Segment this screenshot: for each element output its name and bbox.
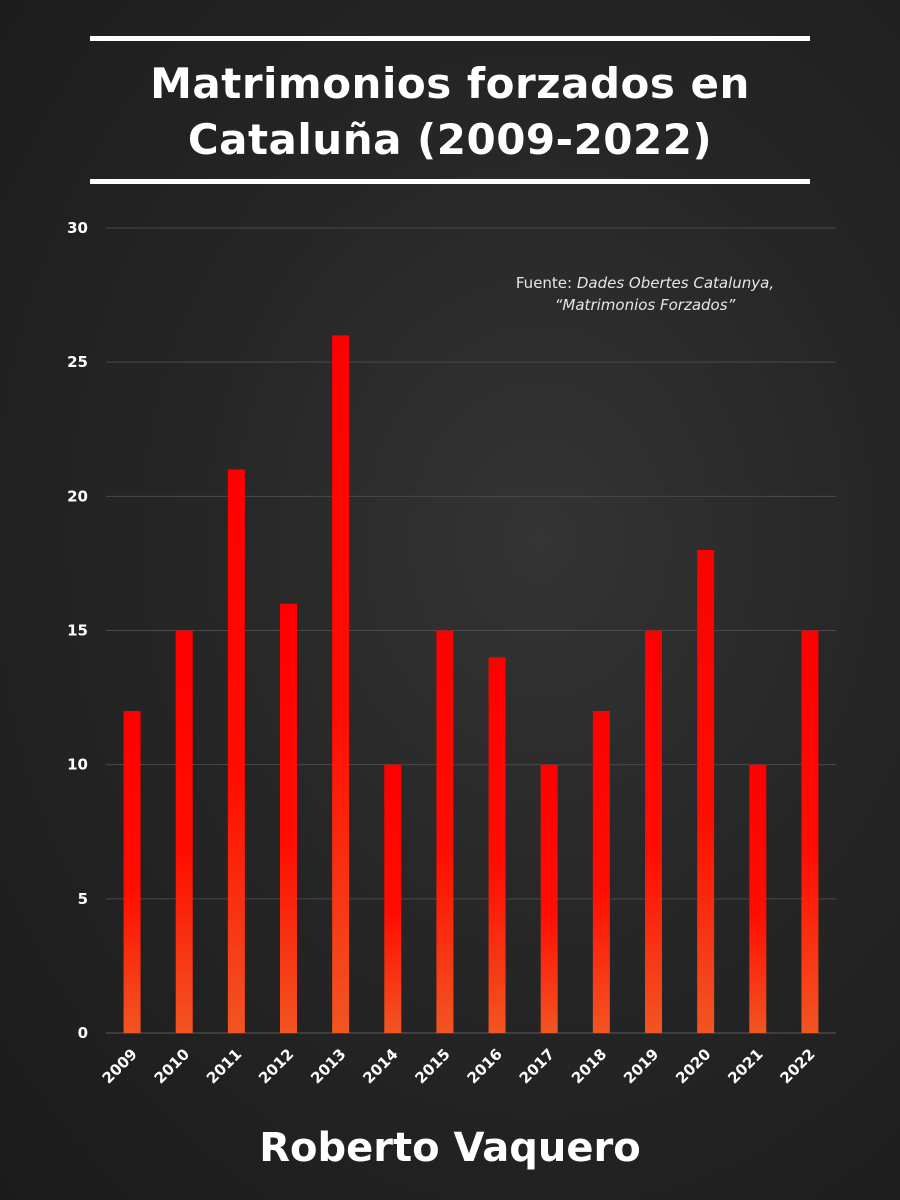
x-tick-label-2016: 2016	[464, 1045, 506, 1087]
bar-2009	[123, 711, 141, 1033]
y-tick-label-30: 30	[67, 219, 88, 237]
bar-2016	[488, 657, 506, 1033]
x-tick-label-2014: 2014	[359, 1045, 401, 1087]
y-tick-label-15: 15	[67, 622, 88, 640]
x-axis-tick-labels: 2009 2010 2011 2012 2013 2014 2015 2016 2017 2018…	[99, 1045, 819, 1087]
bar-2022	[801, 630, 819, 1033]
x-tick-label-2019: 2019	[620, 1045, 662, 1087]
y-tick-label-20: 20	[67, 487, 88, 505]
bar-2019	[645, 630, 662, 1033]
y-tick-label-0: 0	[78, 1024, 88, 1042]
x-tick-label-2012: 2012	[255, 1045, 297, 1087]
x-tick-label-2018: 2018	[568, 1045, 610, 1087]
bar-2015	[436, 630, 454, 1033]
gridlines	[106, 227, 836, 1034]
bars	[123, 335, 819, 1033]
bar-2021	[749, 764, 767, 1033]
bar-2014	[384, 764, 402, 1033]
x-tick-label-2011: 2011	[203, 1045, 245, 1087]
source-prefix: Fuente:	[515, 274, 577, 292]
x-tick-label-2015: 2015	[412, 1045, 454, 1087]
source-note: Fuente: Dades Obertes Catalunya, “Matrim…	[440, 272, 850, 316]
author-credit: Roberto Vaquero	[259, 1125, 641, 1171]
bar-2017	[540, 764, 558, 1033]
bar-2018	[592, 711, 610, 1033]
x-tick-label-2013: 2013	[307, 1045, 349, 1087]
x-tick-label-2009: 2009	[99, 1045, 141, 1087]
y-tick-label-25: 25	[67, 353, 88, 371]
bar-2010	[175, 630, 193, 1033]
x-tick-label-2010: 2010	[151, 1045, 193, 1087]
source-dataset-name: Dades Obertes Catalunya,	[576, 274, 775, 292]
bar-2013	[332, 335, 350, 1033]
chart-title: Matrimonios forzados en Cataluña (2009-2…	[90, 52, 810, 172]
chart-title-line-2: Cataluña (2009-2022)	[187, 115, 713, 164]
bar-2012	[280, 603, 297, 1033]
source-dataset-title: “Matrimonios Forzados”	[554, 296, 736, 314]
x-tick-label-2020: 2020	[672, 1045, 714, 1087]
chart-title-line-1: Matrimonios forzados en	[150, 59, 750, 108]
title-top-rule	[90, 36, 810, 41]
bar-2011	[227, 469, 245, 1033]
x-tick-label-2021: 2021	[724, 1045, 766, 1087]
y-tick-label-10: 10	[67, 756, 88, 774]
y-axis-tick-labels: 0 5 10 15 20 25 30	[67, 219, 88, 1042]
bar-2020	[697, 550, 715, 1033]
title-bottom-rule	[90, 179, 810, 184]
x-tick-label-2022: 2022	[777, 1045, 819, 1087]
y-tick-label-5: 5	[78, 890, 88, 908]
x-tick-label-2017: 2017	[516, 1045, 558, 1087]
